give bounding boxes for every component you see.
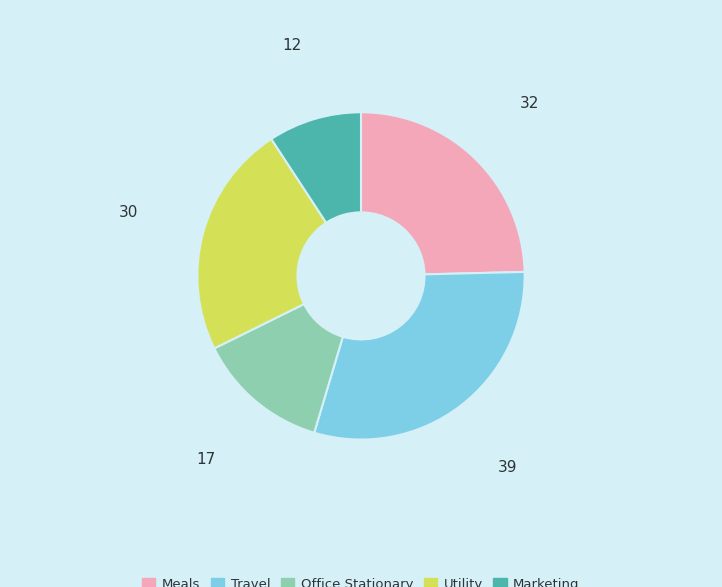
- Wedge shape: [361, 112, 525, 274]
- Wedge shape: [271, 112, 361, 222]
- Legend: Meals, Travel, Office Stationary, Utility, Marketing: Meals, Travel, Office Stationary, Utilit…: [137, 573, 585, 587]
- Wedge shape: [314, 272, 525, 440]
- Text: 17: 17: [196, 453, 215, 467]
- Text: 12: 12: [282, 38, 302, 53]
- Text: 30: 30: [119, 205, 139, 220]
- Wedge shape: [197, 139, 326, 349]
- Text: 32: 32: [519, 96, 539, 111]
- Wedge shape: [214, 304, 343, 433]
- Text: 39: 39: [497, 460, 517, 475]
